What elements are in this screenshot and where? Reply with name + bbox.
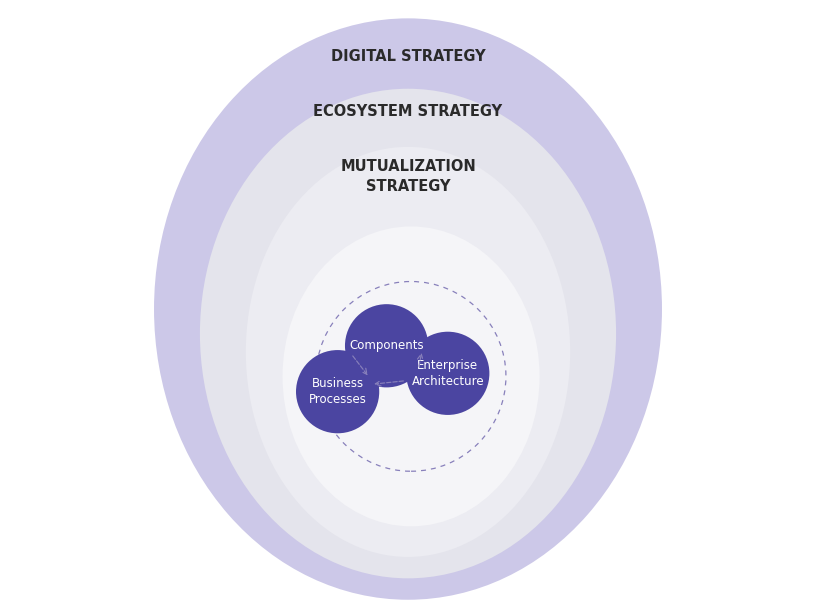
Ellipse shape: [282, 226, 539, 526]
Text: Enterprise
Architecture: Enterprise Architecture: [411, 359, 484, 388]
Circle shape: [296, 350, 379, 433]
Text: DIGITAL STRATEGY: DIGITAL STRATEGY: [330, 49, 486, 64]
Ellipse shape: [200, 89, 616, 578]
Circle shape: [345, 304, 428, 387]
Text: Components: Components: [349, 339, 424, 353]
Ellipse shape: [154, 18, 662, 600]
Text: MUTUALIZATION
STRATEGY: MUTUALIZATION STRATEGY: [340, 159, 476, 193]
Circle shape: [406, 332, 490, 415]
Ellipse shape: [246, 147, 570, 557]
Text: ECOSYSTEM STRATEGY: ECOSYSTEM STRATEGY: [313, 104, 503, 119]
Text: Business
Processes: Business Processes: [308, 377, 366, 406]
